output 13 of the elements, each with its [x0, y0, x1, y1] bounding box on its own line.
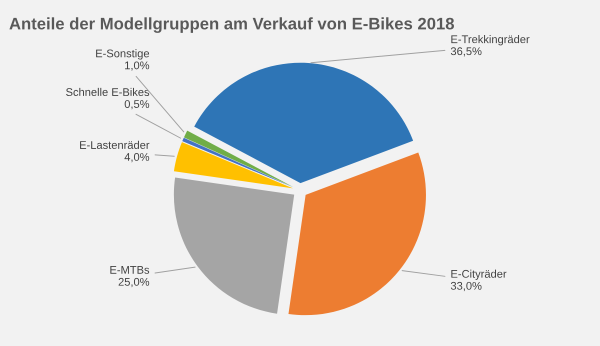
slice-label: E-Cityräder — [451, 270, 506, 280]
data-label: 36,5% — [450, 47, 482, 56]
slice-label: Schnelle E-Bikes — [66, 88, 150, 96]
slice-label: E-MTBs — [110, 266, 150, 274]
data-label: 1,0% — [125, 61, 150, 71]
data-label: 0,5% — [124, 100, 150, 110]
data-label: 33,0% — [450, 282, 482, 292]
data-label: 4,0% — [124, 153, 150, 162]
slice-label: E-Trekkingräder — [451, 35, 530, 46]
slice-label: E-Sonstige — [96, 49, 150, 60]
data-label: 25,0% — [118, 278, 150, 288]
slice-label: E-Lastenräder — [80, 140, 150, 149]
chart-title: Anteile der Modellgruppen am Verkauf von E-Bikes 2018 — [9, 17, 454, 33]
